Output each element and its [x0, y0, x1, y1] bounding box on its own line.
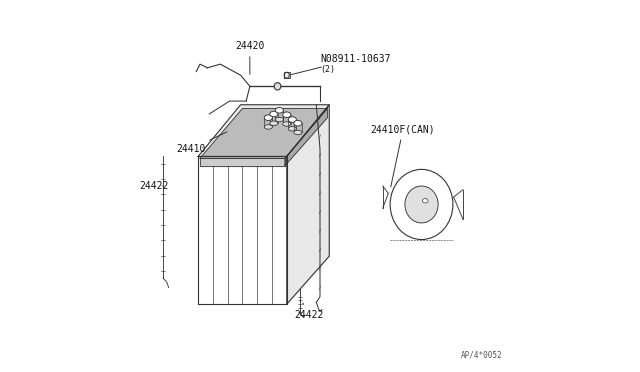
- Polygon shape: [287, 105, 329, 304]
- Text: 24420: 24420: [235, 41, 264, 74]
- Polygon shape: [200, 109, 328, 158]
- Ellipse shape: [270, 121, 278, 125]
- Ellipse shape: [274, 83, 281, 90]
- Ellipse shape: [264, 115, 273, 121]
- Ellipse shape: [288, 126, 296, 131]
- Text: 24422: 24422: [139, 181, 168, 191]
- Polygon shape: [200, 158, 285, 166]
- Ellipse shape: [283, 112, 291, 118]
- Ellipse shape: [405, 186, 438, 223]
- Polygon shape: [198, 105, 329, 157]
- Ellipse shape: [275, 117, 284, 122]
- Text: 24410: 24410: [176, 132, 227, 154]
- Text: 24410F(CAN): 24410F(CAN): [371, 124, 435, 187]
- Text: 24422: 24422: [294, 303, 324, 320]
- Ellipse shape: [284, 72, 289, 78]
- Ellipse shape: [422, 199, 428, 203]
- Text: N08911-10637: N08911-10637: [291, 54, 390, 74]
- Ellipse shape: [283, 122, 291, 126]
- Ellipse shape: [270, 111, 278, 117]
- Polygon shape: [198, 157, 287, 304]
- Ellipse shape: [294, 121, 302, 126]
- Ellipse shape: [294, 130, 302, 135]
- Ellipse shape: [264, 125, 273, 129]
- Ellipse shape: [275, 108, 284, 113]
- Ellipse shape: [390, 169, 453, 240]
- Text: (2): (2): [320, 65, 335, 74]
- Ellipse shape: [288, 117, 296, 122]
- Text: AP/4*0052: AP/4*0052: [461, 350, 503, 359]
- Polygon shape: [285, 109, 328, 166]
